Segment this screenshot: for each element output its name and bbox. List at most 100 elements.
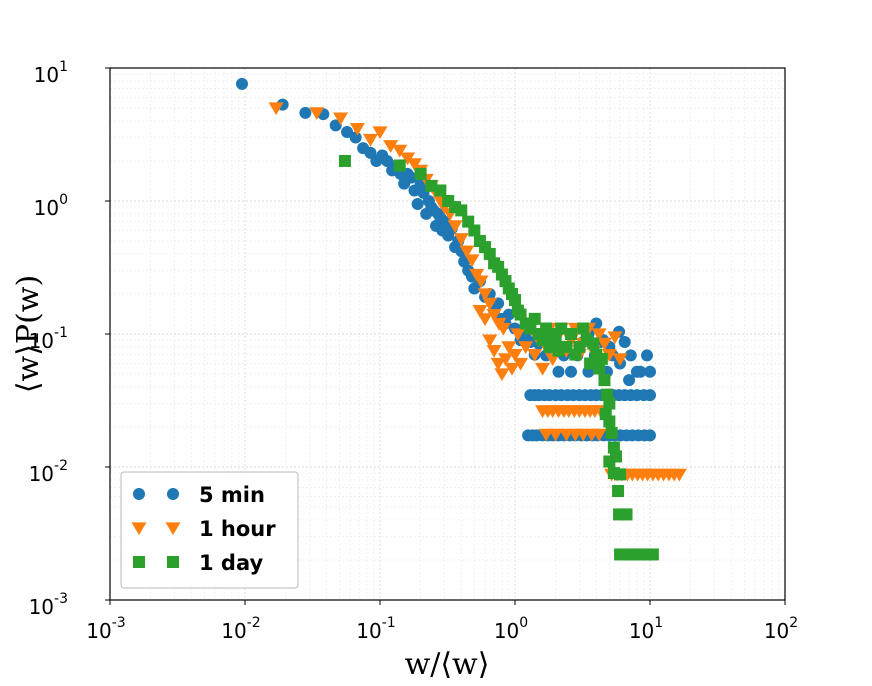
data-point: [405, 171, 418, 184]
legend-marker: [167, 488, 179, 500]
legend: 5 min 1 hour 1 day: [120, 471, 299, 589]
x-tick-exponent: 0: [519, 615, 528, 631]
legend-box: [120, 471, 299, 589]
data-point: [349, 131, 362, 144]
data-point: [624, 349, 637, 362]
y-tick-exponent: -3: [54, 591, 68, 607]
y-tick-label: 10-2: [29, 458, 68, 486]
x-tick-exponent: -1: [382, 615, 396, 631]
data-point: [406, 158, 422, 172]
y-tick-exponent: 1: [59, 59, 68, 75]
data-point: [591, 328, 607, 342]
data-point: [587, 337, 600, 350]
x-tick-exponent: 2: [789, 615, 798, 631]
data-point: [644, 365, 656, 378]
data-point: [490, 357, 506, 371]
data-point: [614, 468, 627, 481]
data-point: [548, 428, 564, 442]
data-point: [477, 288, 493, 302]
legend-marker: [133, 556, 145, 568]
data-point: [612, 353, 628, 367]
x-axis-label: w/⟨w⟩: [405, 647, 490, 682]
data-point: [483, 247, 496, 260]
data-point: [383, 140, 399, 153]
data-point: [482, 297, 498, 311]
y-tick-exponent: -2: [54, 458, 68, 474]
data-point: [453, 233, 469, 246]
data-point: [527, 348, 543, 362]
data-point: [477, 313, 493, 326]
data-point: [392, 144, 408, 158]
data-point: [598, 374, 611, 387]
data-point: [468, 224, 481, 237]
data-point: [601, 348, 617, 362]
data-point: [552, 365, 565, 378]
data-point: [596, 337, 612, 351]
legend-marker: [131, 522, 147, 536]
data-point: [472, 304, 488, 318]
y-tick-exponent: 0: [59, 192, 68, 208]
data-point: [494, 368, 510, 382]
data-point: [612, 485, 625, 498]
data-point: [299, 106, 312, 119]
data-point: [469, 268, 485, 282]
data-point: [528, 312, 541, 325]
data-point: [603, 397, 616, 410]
data-point: [486, 308, 502, 322]
y-tick-exponent: -1: [54, 325, 68, 341]
data-point: [577, 322, 590, 335]
data-point: [671, 468, 687, 482]
y-tick-label: 10-3: [29, 591, 68, 619]
data-point: [603, 415, 616, 428]
data-point: [513, 357, 529, 371]
data-point: [268, 102, 284, 116]
data-point: [605, 427, 618, 440]
series-1-day: [338, 154, 659, 561]
data-point: [613, 508, 626, 521]
data-point: [646, 548, 659, 561]
data-point: [235, 77, 248, 90]
data-point: [603, 455, 616, 468]
data-point: [560, 340, 573, 353]
legend-marker: [165, 522, 181, 536]
data-point: [607, 331, 623, 345]
data-point: [495, 322, 511, 336]
data-point: [501, 341, 517, 355]
data-point: [549, 334, 562, 347]
data-point: [634, 365, 647, 378]
data-point: [362, 133, 378, 147]
data-point: [482, 334, 498, 348]
data-point: [644, 429, 656, 442]
data-point: [434, 184, 447, 197]
legend-label: 1 hour: [199, 517, 276, 541]
x-tick-label: 10-2: [221, 615, 260, 643]
data-point: [333, 112, 349, 126]
legend-label: 1 day: [199, 551, 263, 575]
data-point: [486, 344, 502, 358]
data-point: [509, 294, 521, 307]
x-tick-exponent: -2: [247, 615, 261, 631]
data-point: [565, 328, 578, 340]
x-tick-exponent: -3: [112, 615, 126, 631]
data-point: [644, 389, 656, 402]
data-point: [464, 254, 480, 268]
data-point: [414, 167, 427, 180]
data-point: [623, 374, 636, 387]
data-points: [235, 77, 687, 561]
y-axis-label: ⟨w⟩P(w): [11, 275, 46, 393]
data-point: [555, 322, 568, 335]
data-point: [507, 348, 523, 362]
data-point: [497, 353, 513, 367]
legend-label: 5 min: [199, 483, 265, 507]
x-tick-exponent: 1: [654, 615, 663, 631]
data-point: [591, 428, 607, 442]
data-point: [502, 308, 515, 321]
data-point: [620, 508, 633, 521]
data-point: [618, 336, 631, 349]
data-point: [372, 126, 388, 140]
data-point: [338, 154, 351, 167]
data-point: [595, 352, 608, 365]
data-point: [447, 220, 463, 234]
data-point: [381, 154, 394, 167]
